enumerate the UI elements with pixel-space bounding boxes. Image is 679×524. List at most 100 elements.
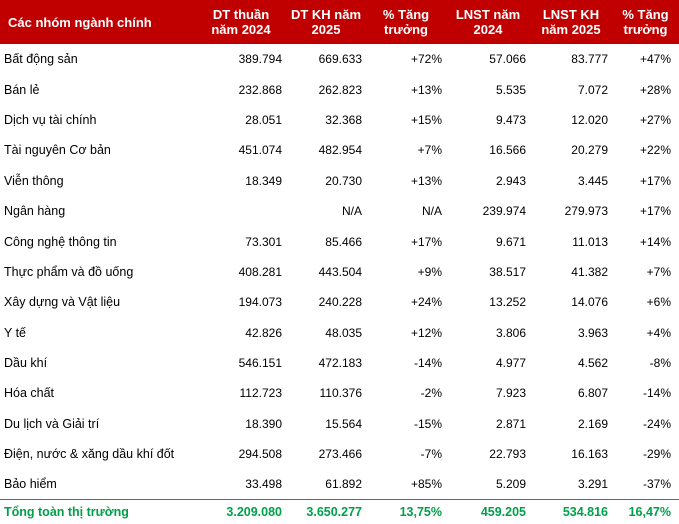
cell-revenue-plan-2025: 85.466 <box>325 234 362 249</box>
cell-revenue-2024: 194.073 <box>238 295 282 310</box>
cell-sector-name: Y tế <box>4 325 27 340</box>
cell-revenue-plan-2025: 240.228 <box>318 295 362 310</box>
table-row: Viễn thông 18.349 20.730 +13% 2.943 3.445 +17% <box>0 166 679 196</box>
cell-profit-2024: 2.871 <box>495 416 526 431</box>
cell-profit-plan-2025: 41.382 <box>571 264 608 279</box>
cell-profit-plan-2025: 6.807 <box>577 386 608 401</box>
cell-sector-name: Bất động sản <box>4 52 78 67</box>
cell-profit-plan-2025: 11.013 <box>572 234 608 249</box>
cell-revenue-growth: -15% <box>413 416 442 431</box>
header-revenue-growth: % Tăng trưởng <box>382 7 430 37</box>
cell-profit-plan-2025: 7.072 <box>577 82 608 97</box>
cell-revenue-2024: 33.498 <box>245 477 282 492</box>
cell-revenue-plan-2025: 32.368 <box>325 112 362 127</box>
cell-revenue-growth: +24% <box>410 295 442 310</box>
table-row: Bán lẻ 232.868 262.823 +13% 5.535 7.072 +28% <box>0 74 679 104</box>
cell-profit-2024: 9.671 <box>495 234 526 249</box>
cell-profit-plan-2025: 2.169 <box>577 416 608 431</box>
total-profit-plan-2025: 534.816 <box>530 499 612 524</box>
cell-profit-2024: 7.923 <box>495 386 526 401</box>
cell-sector-name: Hóa chất <box>4 386 55 401</box>
cell-revenue-2024: 232.868 <box>238 82 282 97</box>
cell-profit-growth: +7% <box>646 264 671 279</box>
cell-profit-2024: 4.977 <box>495 356 526 371</box>
cell-revenue-2024 <box>196 196 286 226</box>
cell-profit-2024: 38.517 <box>489 264 526 279</box>
table-row: Công nghệ thông tin 73.301 85.466 +17% 9.671… <box>0 226 679 256</box>
cell-revenue-2024: 73.301 <box>245 234 282 249</box>
cell-revenue-growth: +7% <box>417 143 442 158</box>
cell-profit-plan-2025: 16.163 <box>571 447 608 462</box>
cell-profit-growth: -14% <box>642 386 671 401</box>
total-sector-name: Tổng toàn thị trường <box>0 499 196 524</box>
cell-revenue-growth: +85% <box>410 477 442 492</box>
cell-revenue-growth: +72% <box>410 52 442 67</box>
cell-revenue-plan-2025: 61.892 <box>325 477 362 492</box>
table-row: Thực phẩm và đồ uống 408.281 443.504 +9% 38.… <box>0 257 679 287</box>
cell-revenue-plan-2025: N/A <box>341 204 362 219</box>
cell-profit-plan-2025: 12.020 <box>571 112 608 127</box>
cell-profit-growth: +22% <box>639 143 671 158</box>
cell-profit-growth: -29% <box>642 447 671 462</box>
cell-revenue-growth: +13% <box>410 173 442 188</box>
cell-profit-2024: 5.535 <box>495 82 526 97</box>
cell-profit-2024: 16.566 <box>489 143 526 158</box>
header-revenue-2024: DT thuần năm 2024 <box>211 7 271 37</box>
table-row: Du lịch và Giải trí 18.390 15.564 -15% 2.871… <box>0 409 679 439</box>
cell-profit-2024: 57.066 <box>489 52 526 67</box>
cell-revenue-2024: 294.508 <box>238 447 282 462</box>
cell-profit-growth: +14% <box>639 234 671 249</box>
cell-revenue-growth: -2% <box>420 386 442 401</box>
cell-revenue-growth: +15% <box>410 112 442 127</box>
cell-profit-plan-2025: 83.777 <box>571 52 608 67</box>
table-row: Điện, nước & xăng dầu khí đốt 294.508 273.… <box>0 439 679 469</box>
cell-revenue-plan-2025: 472.183 <box>318 356 362 371</box>
cell-profit-plan-2025: 3.291 <box>577 477 608 492</box>
cell-revenue-plan-2025: 48.035 <box>325 325 362 340</box>
table-body: Bất động sản 389.794 669.633 +72% 57.066 83.7… <box>0 44 679 524</box>
table-header: Các nhóm ngành chính DT thuần năm 2024 D… <box>0 0 679 44</box>
cell-profit-plan-2025: 279.973 <box>564 204 608 219</box>
cell-sector-name: Bán lẻ <box>4 82 40 97</box>
cell-revenue-growth: -14% <box>413 356 442 371</box>
total-revenue-growth: 13,75% <box>366 499 446 524</box>
cell-sector-name: Tài nguyên Cơ bản <box>4 143 111 158</box>
cell-profit-growth: -24% <box>642 416 671 431</box>
total-revenue-plan-2025: 3.650.277 <box>286 499 366 524</box>
cell-sector-name: Viễn thông <box>4 173 64 188</box>
header-profit-2024: LNST năm 2024 <box>455 7 521 37</box>
cell-revenue-2024: 42.826 <box>245 325 282 340</box>
total-row: Tổng toàn thị trường 3.209.080 3.650.277 13… <box>0 499 679 524</box>
cell-revenue-growth: N/A <box>421 204 442 219</box>
cell-sector-name: Dịch vụ tài chính <box>4 112 97 127</box>
cell-profit-growth: +27% <box>639 112 671 127</box>
cell-profit-growth: +17% <box>639 204 671 219</box>
cell-sector-name: Bảo hiểm <box>4 477 57 492</box>
cell-profit-growth: -37% <box>642 477 671 492</box>
cell-profit-2024: 5.209 <box>495 477 526 492</box>
cell-profit-plan-2025: 4.562 <box>577 356 608 371</box>
cell-profit-2024: 13.252 <box>489 295 526 310</box>
cell-profit-growth: +47% <box>639 52 671 67</box>
cell-profit-2024: 3.806 <box>495 325 526 340</box>
total-revenue-2024: 3.209.080 <box>196 499 286 524</box>
cell-sector-name: Điện, nước & xăng dầu khí đốt <box>4 447 175 462</box>
cell-profit-2024: 239.974 <box>482 204 526 219</box>
cell-revenue-2024: 18.390 <box>245 416 282 431</box>
header-revenue-plan-2025: DT KH năm 2025 <box>290 7 362 37</box>
cell-revenue-growth: +9% <box>417 264 442 279</box>
cell-profit-plan-2025: 3.963 <box>577 325 608 340</box>
cell-sector-name: Du lịch và Giải trí <box>4 416 100 431</box>
cell-revenue-plan-2025: 262.823 <box>318 82 362 97</box>
cell-revenue-plan-2025: 482.954 <box>318 143 362 158</box>
header-profit-plan-2025: LNST KH năm 2025 <box>541 7 601 37</box>
cell-sector-name: Dầu khí <box>4 356 48 371</box>
table-row: Dịch vụ tài chính 28.051 32.368 +15% 9.473 12… <box>0 105 679 135</box>
cell-revenue-2024: 546.151 <box>238 356 282 371</box>
table-row: Tài nguyên Cơ bản 451.074 482.954 +7% 16.566… <box>0 135 679 165</box>
cell-revenue-2024: 389.794 <box>238 52 282 67</box>
cell-revenue-growth: +12% <box>410 325 442 340</box>
header-row: Các nhóm ngành chính DT thuần năm 2024 D… <box>0 0 679 44</box>
